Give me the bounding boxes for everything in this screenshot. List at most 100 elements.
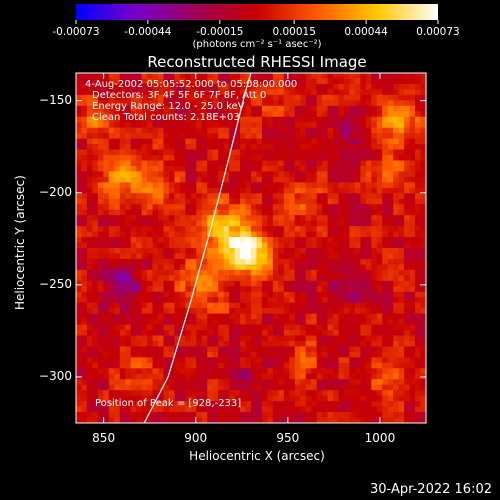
heatmap-cell [349,198,356,205]
heatmap-cell [404,390,411,397]
heatmap-cell [86,182,94,189]
heatmap-cell [322,368,329,375]
heatmap-cell [130,242,137,249]
heatmap-cell [289,401,296,408]
heatmap-cell [136,291,143,298]
heatmap-cell [311,127,318,134]
heatmap-cell [289,302,296,309]
heatmap-cell [136,313,143,320]
heatmap-cell [393,324,400,331]
heatmap-cell [365,373,372,380]
heatmap-cell [404,171,411,178]
heatmap-cell [415,368,422,375]
heatmap-cell [92,187,99,194]
heatmap-cell [174,319,181,326]
y-tick-label: −300 [39,368,72,383]
heatmap-cell [114,138,121,145]
heatmap-cell [371,275,378,282]
timestamp-footer: 30-Apr-2022 16:02 [370,482,492,497]
heatmap-cell [261,231,269,238]
heatmap-cell [141,297,148,304]
heatmap-cell [354,390,361,397]
heatmap-cell [86,390,94,397]
heatmap-cell [322,340,329,348]
heatmap-cell [196,368,203,375]
heatmap-cell [168,122,176,129]
heatmap-cell [261,346,269,353]
heatmap-cell [119,297,126,304]
y-axis-label: Heliocentric Y (arcsec) [13,175,27,310]
heatmap-cell [398,302,405,309]
heatmap-cell [289,340,296,348]
heatmap-cell [393,417,400,423]
heatmap-cell [360,111,367,118]
heatmap-cell [97,275,104,282]
heatmap-cell [393,187,400,194]
heatmap-cell [376,291,383,298]
heatmap-cell [404,412,411,419]
heatmap-cell [92,324,99,331]
heatmap-cell [245,258,252,266]
heatmap-cell [158,78,165,85]
heatmap-cell [387,291,394,298]
heatmap-cell [207,324,214,331]
heatmap-cell [212,346,219,353]
heatmap-cell [119,335,126,342]
heatmap-cell [343,275,351,282]
heatmap-cell [338,105,345,112]
heatmap-cell [76,248,83,255]
heatmap-cell [201,204,208,211]
heatmap-cell [147,264,154,271]
heatmap-cell [349,237,356,244]
heatmap-cell [190,165,197,173]
heatmap-cell [141,401,148,408]
heatmap-cell [256,100,263,107]
heatmap-cell [322,264,329,271]
heatmap-cell [130,165,137,173]
heatmap-cell [261,340,269,348]
heatmap-cell [190,160,197,167]
heatmap-cell [316,111,323,118]
heatmap-cell [393,105,400,112]
heatmap-cell [267,379,274,386]
heatmap-cell [420,78,426,85]
heatmap-cell [81,258,88,266]
heatmap-cell [103,116,110,123]
heatmap-cell [119,340,126,348]
heatmap-cell [305,215,312,222]
heatmap-cell [234,362,241,369]
heatmap-cell [305,242,312,249]
heatmap-cell [305,193,312,200]
heatmap-cell [179,264,186,271]
heatmap-cell [196,138,203,145]
heatmap-cell [190,412,197,419]
heatmap-cell [261,269,269,276]
heatmap-cell [152,165,159,173]
axis-ticks [76,73,426,423]
heatmap-cell [267,302,274,309]
heatmap-cell [168,231,176,238]
heatmap-cell [97,395,104,402]
heatmap-cell [322,302,329,309]
heatmap-cell [185,258,192,266]
heatmap-cell [409,100,416,107]
heatmap-cell [234,384,241,391]
heatmap-cell [376,187,383,194]
heatmap-cell [261,220,269,227]
heatmap-cell [365,176,372,183]
heatmap-cell [212,258,219,266]
heatmap-cell [305,406,312,413]
heatmap-cell [185,231,192,238]
heatmap-cell [398,324,405,331]
heatmap-cell [338,362,345,369]
heatmap-cell [365,116,372,123]
heatmap-cell [409,302,416,309]
heatmap-cell [190,237,197,244]
heatmap-cell [387,258,394,266]
heatmap-cell [141,351,148,358]
heatmap-cell [76,335,83,342]
heatmap-cell [278,264,285,271]
heatmap-cell [81,269,88,276]
heatmap-cell [398,165,405,173]
